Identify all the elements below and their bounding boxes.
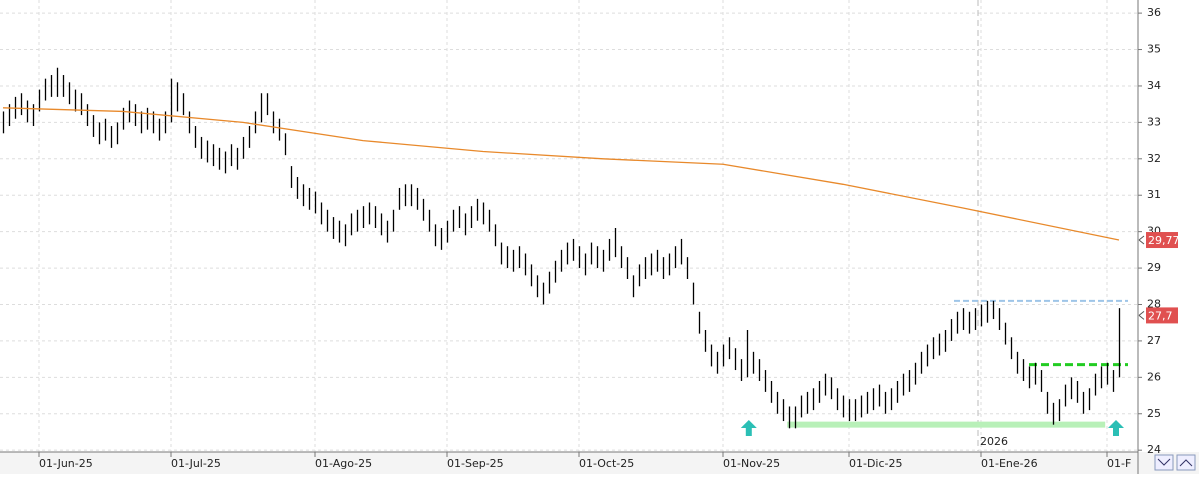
price-label-pointer — [1138, 311, 1145, 320]
x-tick-label: 01-Jun-25 — [39, 457, 93, 470]
scale-button[interactable] — [1176, 454, 1196, 471]
x-tick-label: 01-Ago-25 — [315, 457, 372, 470]
price-label-box — [1146, 232, 1178, 249]
signal-arrow — [1108, 420, 1124, 436]
y-tick-label: 32 — [1147, 152, 1161, 165]
moving-average — [2, 107, 1120, 241]
y-tick-label: 34 — [1147, 79, 1161, 92]
scale-icon — [1179, 459, 1193, 467]
toolbar-buttons — [1154, 454, 1196, 471]
y-tick-label: 36 — [1147, 6, 1161, 19]
signal-arrow — [740, 420, 757, 436]
y-tick-label: 31 — [1147, 188, 1161, 201]
x-axis-band — [0, 452, 1199, 474]
x-tick-label: 01-Dic-25 — [849, 457, 903, 470]
y-tick-label: 25 — [1147, 407, 1161, 420]
x-tick-label: 01-Ene-26 — [981, 457, 1038, 470]
y-tick-label: 29 — [1147, 261, 1161, 274]
x-tick-label: 01-Jul-25 — [171, 457, 221, 470]
y-tick-label: 28 — [1147, 297, 1161, 310]
price-label-pointer — [1138, 235, 1145, 245]
x-tick-label: 01-Oct-25 — [579, 457, 634, 470]
price-label: 27,7 — [1148, 309, 1173, 322]
zoom-button[interactable] — [1154, 454, 1174, 471]
price-label: 29,77 — [1148, 234, 1180, 247]
y-tick-label: 35 — [1147, 43, 1161, 56]
y-tick-label: 33 — [1147, 115, 1161, 128]
zoom-icon — [1157, 458, 1171, 466]
price-label-box — [1146, 307, 1178, 324]
year-label: 2026 — [980, 435, 1008, 448]
y-tick-label: 24 — [1147, 443, 1161, 456]
x-tick-label: 01-Nov-25 — [723, 457, 780, 470]
y-tick-label: 26 — [1147, 370, 1161, 383]
x-tick-label: 01-Sep-25 — [447, 457, 504, 470]
x-tick-label: 01-F — [1107, 457, 1131, 470]
grid — [0, 0, 1138, 452]
y-tick-label: 27 — [1147, 334, 1161, 347]
